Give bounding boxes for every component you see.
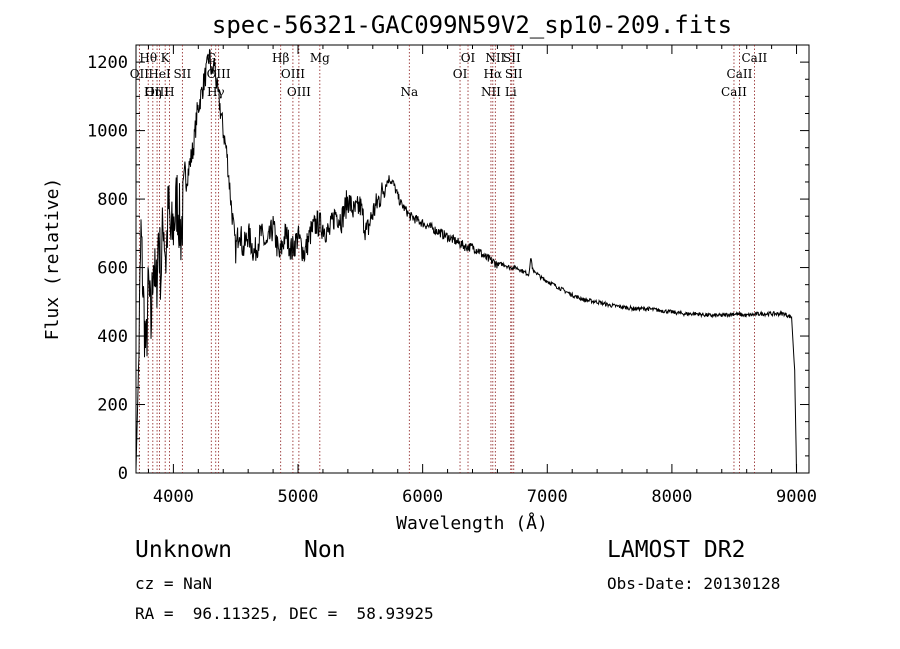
spectral-line-label: G xyxy=(206,51,216,65)
spectral-line-markers xyxy=(138,45,755,473)
spectral-line-label: SII xyxy=(505,67,523,81)
spectral-line-label: OI xyxy=(453,67,468,81)
y-tick-label: 0 xyxy=(118,464,128,484)
y-axis-label: Flux (relative) xyxy=(42,178,63,341)
spectral-line-label: HeI xyxy=(148,67,171,81)
x-tick-label: 8000 xyxy=(651,487,692,507)
x-tick-label: 6000 xyxy=(402,487,443,507)
survey-label: LAMOST DR2 xyxy=(607,537,746,563)
x-tick-label: 7000 xyxy=(527,487,568,507)
spectrum-series-line xyxy=(135,48,797,474)
y-axis-ticks: 0 200 400 600 800 1000 1200 xyxy=(87,44,809,484)
spectral-line-label: SII xyxy=(503,51,521,65)
spectral-line-label: OII xyxy=(130,67,150,81)
y-tick-label: 400 xyxy=(97,327,128,347)
coordinates-text: RA = 96.11325, DEC = 58.93925 xyxy=(135,604,434,623)
spectral-line-label: Hβ xyxy=(272,51,289,65)
x-tick-label: 9000 xyxy=(776,487,817,507)
spectral-line-label: Hγ xyxy=(207,85,225,99)
spectral-line-label: OI xyxy=(461,51,476,65)
x-axis-ticks: 4000 5000 6000 7000 8000 9000 xyxy=(147,45,817,507)
spectral-line-label: NII xyxy=(481,85,501,99)
spectral-line-label: K xyxy=(161,51,171,65)
chart-title: spec-56321-GAC099N59V2_sp10-209.fits xyxy=(212,11,732,39)
spectral-line-label: Hθ xyxy=(139,51,157,65)
spectral-line-label: Hη xyxy=(144,85,162,99)
y-tick-label: 1000 xyxy=(87,122,128,142)
spectral-line-label: CaII xyxy=(721,85,747,99)
spectral-line-label: Na xyxy=(400,85,418,99)
spectral-line-label: NII xyxy=(485,51,505,65)
spectral-line-label: CaII xyxy=(727,67,753,81)
y-tick-label: 600 xyxy=(97,259,128,279)
spectral-line-label: OIII xyxy=(287,85,311,99)
spectral-line-label: Li xyxy=(505,85,517,99)
plot-frame xyxy=(135,44,810,474)
spectral-line-label: Hα xyxy=(484,67,503,81)
spectral-line-label: OIII xyxy=(281,67,305,81)
y-tick-label: 800 xyxy=(97,190,128,210)
x-tick-label: 5000 xyxy=(278,487,319,507)
redshift-text: cz = NaN xyxy=(135,574,213,593)
spectral-line-label: SII xyxy=(174,67,192,81)
x-axis-label: Wavelength (Å) xyxy=(396,512,548,534)
obs-date-text: Obs-Date: 20130128 xyxy=(607,574,781,593)
x-tick-label: 4000 xyxy=(153,487,194,507)
spectral-line-label: H xyxy=(164,85,174,99)
class-label: Unknown xyxy=(135,537,232,563)
spectral-line-label: OIII xyxy=(145,85,169,99)
y-tick-label: 200 xyxy=(97,396,128,416)
y-tick-label: 1200 xyxy=(87,53,128,73)
spectral-line-label: Mg xyxy=(310,51,330,65)
subclass-label: Non xyxy=(304,537,346,563)
spectral-line-label: CaII xyxy=(741,51,767,65)
